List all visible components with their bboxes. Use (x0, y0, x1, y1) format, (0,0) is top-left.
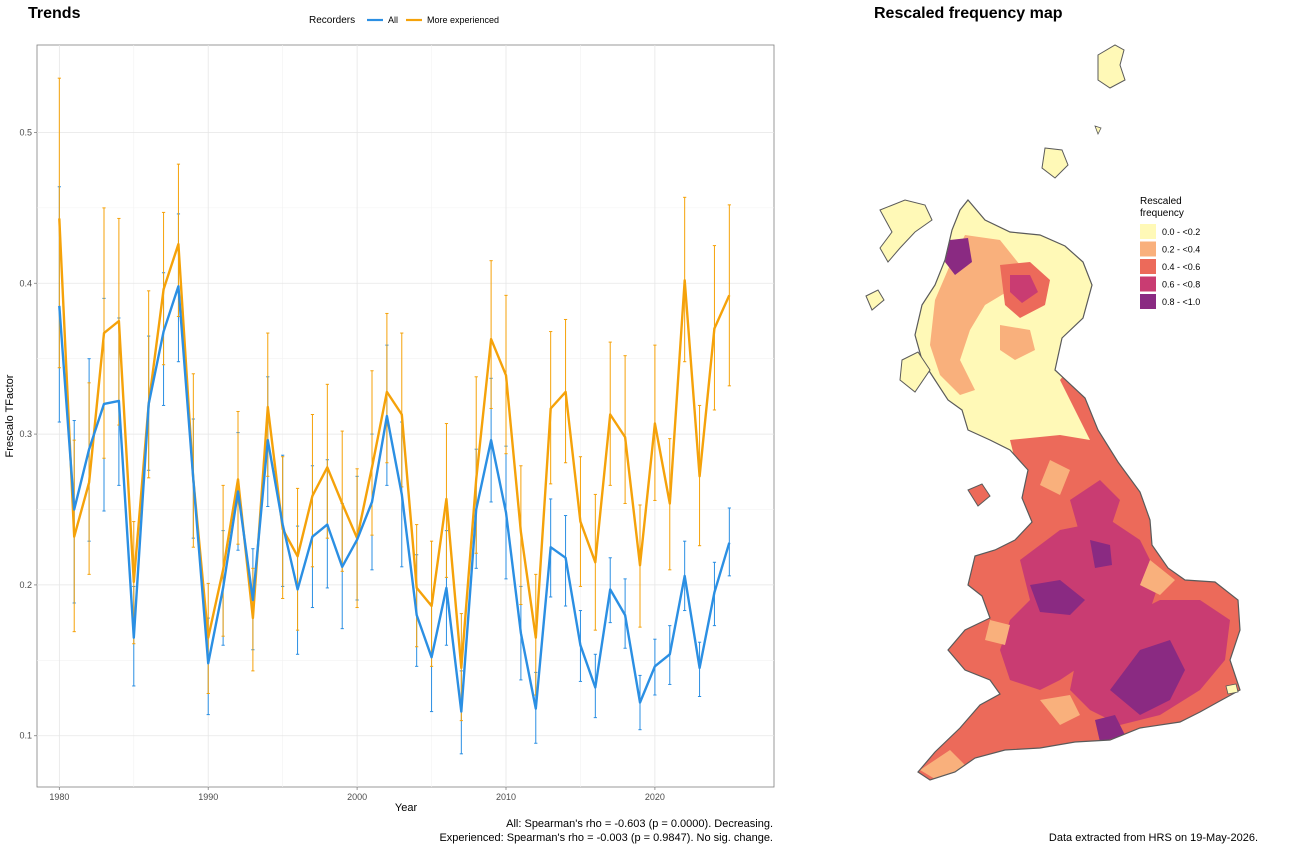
map-legend: Rescaled frequency 0.0 - <0.2 0.2 - <0.4 0… (1140, 196, 1200, 309)
y-tick-label: 0.2 (19, 580, 32, 590)
error-bar-experienced (325, 383, 329, 539)
map-legend-title-line2: frequency (1140, 208, 1184, 219)
trend-legend: Recorders All More experienced (309, 15, 499, 26)
error-bar-experienced (191, 373, 195, 548)
series-line-all (58, 285, 731, 713)
map-legend-swatch (1140, 294, 1156, 309)
x-axis-ticks: 1980 1990 2000 2010 2020 (49, 787, 665, 802)
map-legend-swatch (1140, 241, 1156, 257)
y-tick-label: 0.5 (19, 127, 32, 137)
map-legend-label: 0.6 - <0.8 (1162, 280, 1200, 290)
legend-label-experienced: More experienced (427, 15, 499, 25)
annotation-all: All: Spearman's rho = -0.603 (p = 0.0000… (506, 818, 773, 830)
series-line-experienced (58, 218, 731, 670)
error-bar-experienced (221, 484, 225, 637)
map-legend-swatch (1140, 259, 1156, 274)
x-tick-label: 1980 (49, 792, 69, 802)
error-bar-experienced (295, 487, 300, 631)
error-bar-all (727, 507, 731, 577)
error-bar-experienced (251, 567, 255, 672)
x-tick-label: 2000 (347, 792, 367, 802)
map-legend-label: 0.4 - <0.6 (1162, 262, 1200, 272)
y-axis-ticks: 0.1 0.2 0.3 0.4 0.5 (19, 127, 37, 741)
error-bar-experienced (236, 410, 240, 545)
error-bar-experienced (385, 312, 389, 464)
x-tick-label: 2020 (645, 792, 665, 802)
error-bar-experienced (370, 370, 374, 536)
map-footnote: Data extracted from HRS on 19-May-2026. (1049, 832, 1258, 844)
y-tick-label: 0.1 (19, 731, 32, 741)
error-bar-all (697, 641, 702, 698)
x-tick-label: 1990 (198, 792, 218, 802)
error-bar-experienced (310, 413, 315, 568)
map-legend-swatch (1140, 224, 1156, 239)
series-lines (58, 218, 731, 713)
rescaled-frequency-map (865, 44, 1241, 781)
error-bar-experienced (489, 260, 493, 409)
y-tick-label: 0.4 (19, 278, 32, 288)
map-legend-label: 0.2 - <0.4 (1162, 245, 1200, 255)
x-axis-label: Year (395, 802, 418, 814)
legend-label-all: All (388, 15, 398, 25)
map-legend-label: 0.8 - <1.0 (1162, 297, 1200, 307)
map-legend-title-line1: Rescaled (1140, 196, 1182, 207)
error-bar-experienced (147, 290, 151, 479)
map-legend-label: 0.0 - <0.2 (1162, 227, 1200, 237)
legend-title: Recorders (309, 15, 355, 26)
trend-chart-title: Trends (28, 5, 81, 22)
annotation-experienced: Experienced: Spearman's rho = -0.003 (p … (439, 832, 773, 844)
error-bar-experienced (623, 355, 627, 504)
y-axis-label: Frescalo TFactor (4, 374, 16, 457)
map-legend-swatch (1140, 276, 1156, 292)
map-title: Rescaled frequency map (874, 5, 1063, 22)
plot-panel (36, 44, 775, 788)
x-tick-label: 2010 (496, 792, 516, 802)
y-tick-label: 0.3 (19, 429, 32, 439)
